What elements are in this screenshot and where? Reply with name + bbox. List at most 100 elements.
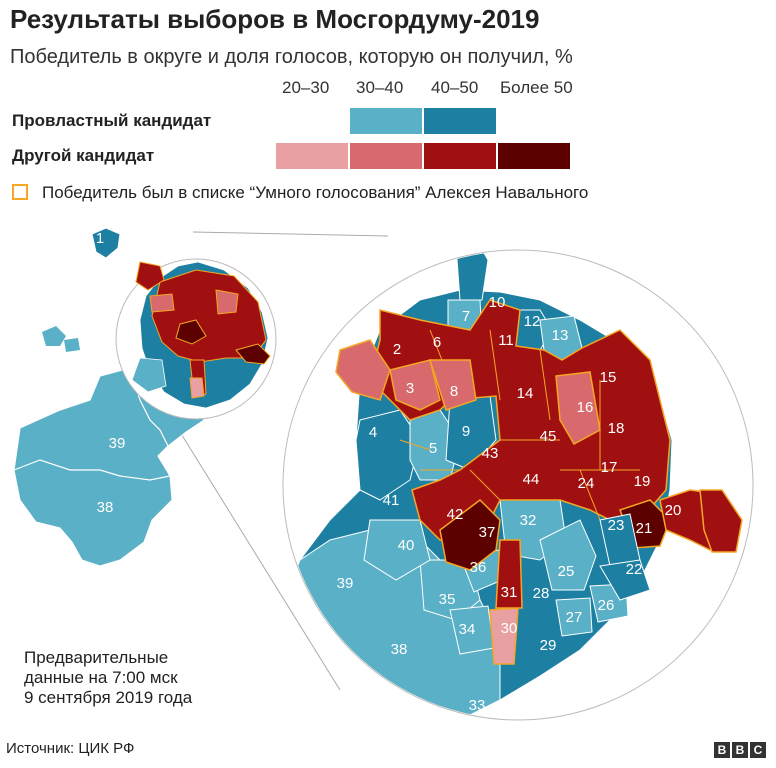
label-district-39-overview: 39 (109, 435, 126, 452)
label-district-19: 19 (634, 473, 651, 490)
page-subtitle: Победитель в округе и доля голосов, кото… (10, 46, 573, 68)
label-district-44: 44 (523, 471, 540, 488)
bbc-logo-letter: C (750, 742, 766, 758)
legend-swatch-pro-40-50 (424, 108, 496, 134)
zoom-district-3-west (335, 339, 391, 401)
label-district-34: 34 (459, 621, 476, 638)
zoom-district-37 (439, 499, 501, 571)
label-district-24: 24 (578, 475, 595, 492)
label-district-35: 35 (439, 591, 456, 608)
label-district-5: 5 (429, 440, 437, 457)
label-district-36: 36 (470, 559, 487, 576)
zoom-district-31 (495, 539, 523, 609)
overview-district-21 (235, 343, 271, 365)
label-district-39: 39 (337, 575, 354, 592)
label-district-23: 23 (608, 517, 625, 534)
label-district-7: 7 (462, 308, 470, 325)
overview-district-3 (149, 293, 175, 313)
legend-swatch-other-over-50 (498, 143, 570, 169)
overview-district-39-area (13, 367, 171, 481)
data-note: Предварительные данные на 7:00 мск 9 сен… (24, 648, 192, 708)
overview-map (13, 227, 277, 567)
overview-district-37 (175, 319, 207, 345)
label-district-20: 20 (665, 502, 682, 519)
page-title: Результаты выборов в Мосгордуму-2019 (10, 4, 540, 34)
label-district-8: 8 (450, 383, 458, 400)
data-note-line-2: данные на 7:00 мск (24, 668, 178, 687)
legend-other-label: Другой кандидат (12, 146, 155, 165)
label-district-9: 9 (462, 423, 470, 440)
label-district-27: 27 (566, 609, 583, 626)
label-district-30: 30 (501, 620, 518, 637)
zoom-connector-bottom (179, 431, 341, 691)
label-district-11: 11 (498, 332, 514, 349)
zoom-district-16 (555, 371, 601, 446)
zoom-district-10 (455, 251, 489, 301)
label-district-32: 32 (520, 512, 537, 529)
zoom-district-20-outside (699, 489, 743, 553)
label-district-42: 42 (447, 506, 464, 523)
label-district-18: 18 (608, 420, 625, 437)
label-district-33: 33 (469, 697, 486, 714)
legend-range-30-40: 30–40 (356, 78, 404, 97)
label-district-2: 2 (393, 341, 401, 358)
legend-pro-label: Провластный кандидат (12, 111, 212, 130)
zoom-district-40 (363, 519, 431, 581)
label-district-10: 10 (489, 294, 506, 311)
label-district-13: 13 (552, 327, 569, 344)
data-note-line-3: 9 сентября 2019 года (24, 688, 193, 707)
legend-range-over-50: Более 50 (500, 78, 573, 97)
zoom-district-25 (539, 519, 597, 591)
source-credit: Источник: ЦИК РФ (6, 740, 135, 757)
zoom-connector-top (192, 231, 389, 237)
legend-swatch-other-40-50 (424, 143, 496, 169)
label-district-38-overview: 38 (97, 499, 114, 516)
label-district-14: 14 (517, 385, 534, 402)
legend-swatch-other-20-30 (276, 143, 348, 169)
label-district-6: 6 (433, 334, 441, 351)
zoom-district-8 (428, 359, 477, 411)
label-district-4: 4 (369, 424, 377, 441)
district-labels: 1 2 3 4 5 6 7 8 9 10 11 12 13 14 15 16 1… (96, 230, 682, 714)
bbc-logo-letter: B (732, 742, 748, 758)
overview-enclave (64, 338, 80, 352)
label-district-3: 3 (406, 380, 414, 397)
label-district-21: 21 (636, 520, 653, 537)
overview-district-2-tip (135, 261, 165, 291)
label-district-43: 43 (482, 445, 499, 462)
overview-district-1 (91, 227, 121, 259)
label-district-26: 26 (598, 597, 615, 614)
label-district-41: 41 (383, 492, 400, 509)
legend-range-40-50: 40–50 (431, 78, 479, 97)
label-district-40: 40 (398, 537, 415, 554)
zoom-district-3 (389, 359, 441, 411)
zoom-map (284, 251, 741, 719)
bbc-logo: B B C (714, 742, 766, 758)
zoom-district-22 (599, 559, 651, 601)
label-district-16: 16 (577, 399, 594, 416)
legend-navalny-swatch (12, 184, 28, 200)
label-district-17: 17 (601, 459, 618, 476)
overview-district-16 (215, 289, 239, 315)
legend-swatch-other-30-40 (350, 143, 422, 169)
label-district-45: 45 (540, 428, 557, 445)
overview-district-30 (189, 377, 205, 399)
legend-swatch-pro-30-40 (350, 108, 422, 134)
bbc-logo-letter: B (714, 742, 730, 758)
zoom-district-4 (355, 409, 421, 501)
label-district-22: 22 (626, 561, 643, 578)
label-district-29: 29 (540, 637, 557, 654)
label-district-25: 25 (558, 563, 575, 580)
overview-district-40 (131, 357, 167, 393)
zoom-district-27 (555, 597, 593, 637)
data-note-line-1: Предварительные (24, 648, 169, 667)
label-district-12: 12 (524, 313, 541, 330)
zoom-district-borders-west (399, 439, 460, 471)
label-district-28: 28 (533, 585, 550, 602)
zoom-district-borders (429, 329, 640, 521)
label-district-1: 1 (96, 230, 104, 247)
overview-enclave (42, 326, 66, 346)
legend-navalny-label: Победитель был в списке “Умного голосова… (42, 183, 589, 202)
label-district-38: 38 (391, 641, 408, 658)
